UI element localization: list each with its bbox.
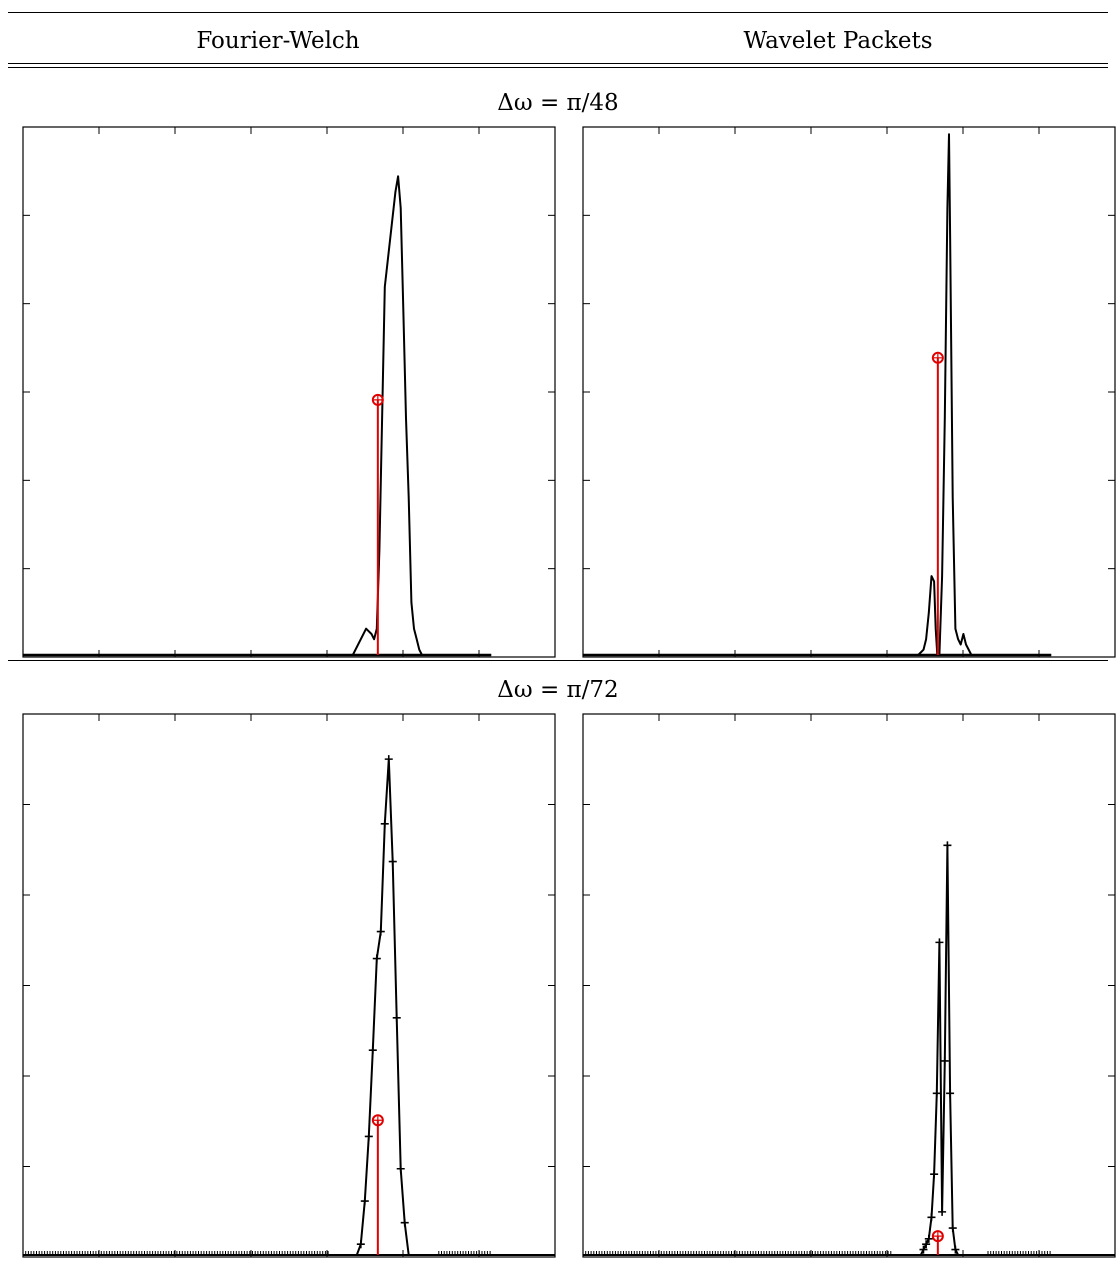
plot-fourier-welch-pi72: [22, 713, 556, 1258]
data-point: [948, 1224, 957, 1233]
data-point: [400, 1218, 409, 1227]
reference-marker-cross: [933, 353, 942, 362]
header-double-rule-top: [8, 63, 1108, 64]
data-point: [940, 1056, 949, 1065]
series-line: [23, 175, 492, 656]
reference-marker-cross: [373, 1116, 382, 1125]
data-point: [396, 1164, 405, 1173]
plot-wavelet-packets-pi48: [582, 126, 1116, 658]
data-point: [368, 1046, 377, 1055]
data-point: [360, 1197, 369, 1206]
data-point: [938, 1207, 947, 1216]
data-point: [946, 1089, 955, 1098]
data-point: [392, 1013, 401, 1022]
data-point: [388, 857, 397, 866]
column-header-fourier-welch: Fourier-Welch: [196, 28, 360, 54]
data-point: [372, 954, 381, 963]
row-title-pi-72: Δω = π/72: [497, 677, 619, 703]
header-double-rule-bottom: [8, 67, 1108, 68]
data-point: [376, 927, 385, 936]
plot-frame: [22, 126, 556, 658]
row-title-pi-48: Δω = π/48: [497, 90, 619, 116]
top-rule: [8, 12, 1108, 13]
data-point: [930, 1170, 939, 1179]
data-point: [927, 1213, 936, 1222]
data-point: [935, 938, 944, 947]
data-point: [924, 1234, 933, 1243]
reference-marker-cross: [933, 1232, 942, 1241]
reference-marker: [931, 351, 944, 364]
plot-frame: [22, 713, 556, 1258]
plot-wavelet-packets-pi72: [582, 713, 1116, 1258]
row-divider: [8, 660, 1108, 661]
reference-marker: [371, 1114, 384, 1127]
data-point: [356, 1240, 365, 1249]
reference-marker: [931, 1230, 944, 1243]
plot-frame: [582, 713, 1116, 1258]
data-point: [943, 841, 952, 850]
data-point: [922, 1240, 931, 1249]
data-point: [380, 819, 389, 828]
reference-marker-cross: [373, 395, 382, 404]
data-point: [384, 755, 393, 764]
column-header-wavelet-packets: Wavelet Packets: [743, 28, 933, 54]
reference-marker: [371, 393, 384, 406]
series-line: [583, 133, 1052, 656]
data-point: [364, 1132, 373, 1141]
plot-frame: [582, 126, 1116, 658]
data-point: [932, 1089, 941, 1098]
data-point: [951, 1245, 960, 1254]
plot-fourier-welch-pi48: [22, 126, 556, 658]
data-point: [919, 1245, 928, 1254]
